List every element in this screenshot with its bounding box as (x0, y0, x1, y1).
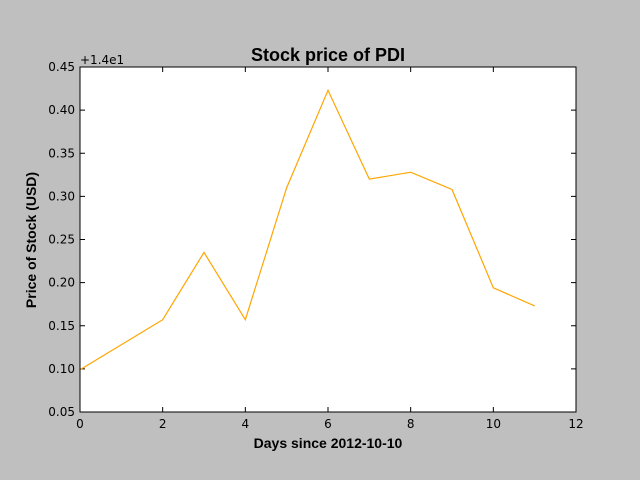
y-tick-label: 0.05 (48, 405, 75, 419)
y-offset-label: +1.4e1 (80, 53, 124, 67)
x-tick-label: 10 (486, 417, 501, 431)
chart-title: Stock price of PDI (251, 45, 405, 65)
x-axis-label: Days since 2012-10-10 (254, 435, 403, 451)
x-tick-label: 0 (76, 417, 84, 431)
series-layer (79, 88, 535, 371)
x-tick-label: 4 (242, 417, 250, 431)
x-tick-label: 12 (568, 417, 583, 431)
x-tick-label: 8 (407, 417, 415, 431)
y-tick-label: 0.30 (48, 189, 75, 203)
y-axis-label: Price of Stock (USD) (23, 172, 39, 308)
y-tick-label: 0.15 (48, 319, 75, 333)
x-tick-label: 6 (324, 417, 332, 431)
y-tick-label: 0.40 (48, 103, 75, 117)
y-tick-label: 0.20 (48, 276, 75, 290)
series-line (79, 88, 535, 371)
axis-tick-labels: 0 2 4 6 8 10 12 0.05 0.10 0.15 0.20 0.25 0.30 0.35 0.4… (48, 60, 583, 431)
x-tick-label: 2 (159, 417, 167, 431)
plot-frame (79, 66, 577, 413)
y-tick-label: 0.10 (48, 362, 75, 376)
y-tick-label: 0.35 (48, 146, 75, 160)
y-tick-label: 0.45 (48, 60, 75, 74)
y-tick-label: 0.25 (48, 233, 75, 247)
plot-area (80, 67, 576, 412)
